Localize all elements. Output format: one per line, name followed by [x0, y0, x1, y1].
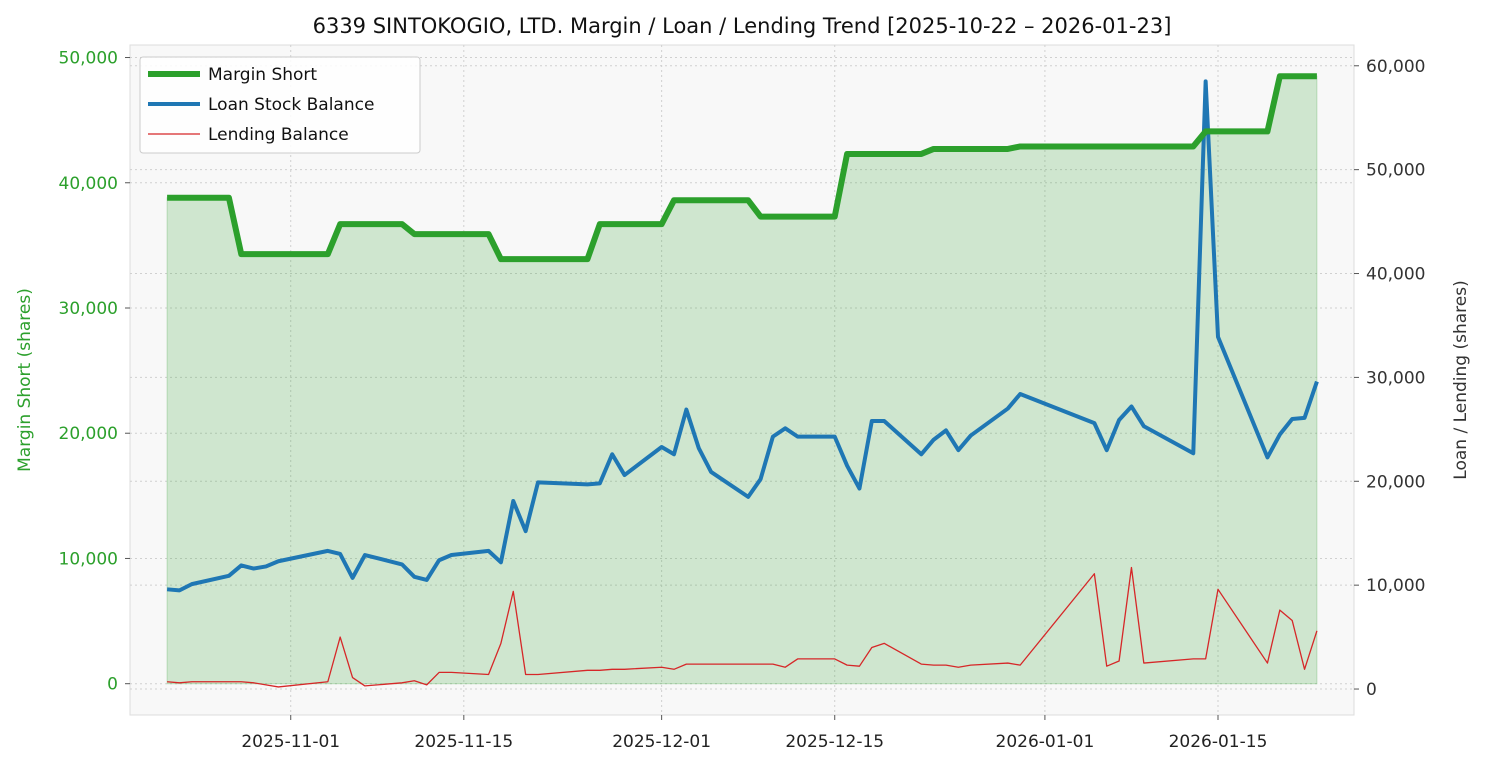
margin-short-line [167, 73, 1317, 263]
right-axis-ticks: 0 10,000 20,000 30,000 40,000 50,000 60,000 [1354, 57, 1425, 700]
x-tick-label-2025-11-15: 2025-11-15 [414, 732, 513, 752]
right-tick-label-20000: 20,000 [1366, 472, 1425, 492]
plot-area [129, 44, 1355, 716]
lending-balance-line [167, 566, 1318, 688]
right-tick-label-60000: 60,000 [1366, 57, 1425, 77]
x-axis-ticks: 2025-11-01 2025-11-15 2025-12-01 2025-12-15… [241, 715, 1267, 752]
chart-title: 6339 SINTOKOGIO, LTD. Margin / Loan / Le… [313, 14, 1172, 38]
loan-stock-balance-line [166, 79, 1319, 593]
legend-box [139, 56, 421, 154]
right-tick-label-40000: 40,000 [1366, 265, 1425, 285]
x-tick-label-2026-01-01: 2026-01-01 [996, 732, 1095, 752]
legend: Margin Short Loan Stock Balance Lending … [139, 56, 421, 154]
x-tick-label-2025-12-01: 2025-12-01 [612, 732, 711, 752]
left-tick-label-40000: 40,000 [59, 174, 118, 194]
left-axis-ticks: 0 10,000 20,000 30,000 40,000 50,000 [59, 49, 130, 695]
left-tick-label-30000: 30,000 [59, 299, 118, 319]
right-axis-title: Loan / Lending (shares) [1451, 280, 1471, 479]
left-tick-label-20000: 20,000 [59, 424, 118, 444]
left-tick-label-10000: 10,000 [59, 549, 118, 569]
left-tick-label-0: 0 [107, 675, 118, 695]
x-tick-label-2026-01-15: 2026-01-15 [1169, 732, 1268, 752]
legend-label-margin-short: Margin Short [208, 65, 317, 85]
left-axis-title: Margin Short (shares) [15, 288, 35, 472]
right-tick-label-10000: 10,000 [1366, 576, 1425, 596]
x-tick-label-2025-11-01: 2025-11-01 [241, 732, 340, 752]
legend-label-loan-stock-balance: Loan Stock Balance [208, 95, 374, 115]
right-tick-label-0: 0 [1366, 680, 1377, 700]
right-tick-label-30000: 30,000 [1366, 368, 1425, 388]
left-tick-label-50000: 50,000 [59, 49, 118, 69]
grid-lines [130, 45, 1354, 715]
right-tick-label-50000: 50,000 [1366, 161, 1425, 181]
x-tick-label-2025-12-15: 2025-12-15 [785, 732, 884, 752]
legend-label-lending-balance: Lending Balance [208, 125, 349, 145]
